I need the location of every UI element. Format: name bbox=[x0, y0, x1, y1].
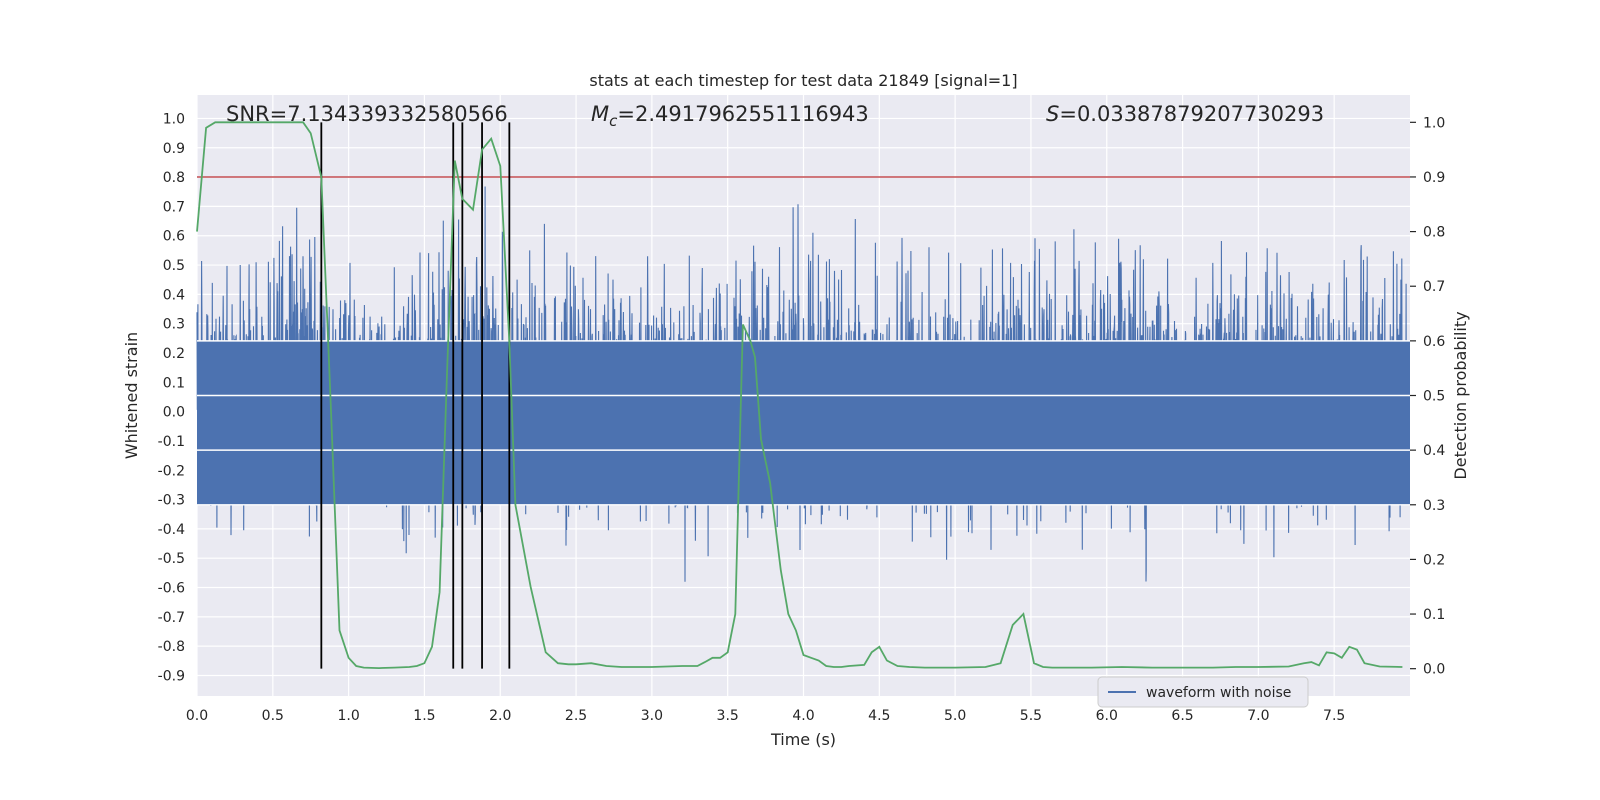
y2-tick-label: 1.0 bbox=[1423, 115, 1445, 131]
x-tick-label: 3.0 bbox=[641, 708, 663, 724]
x-tick-label: 7.5 bbox=[1323, 708, 1345, 724]
s-symbol: S bbox=[1046, 102, 1059, 126]
y2-tick-label: 0.6 bbox=[1423, 334, 1445, 350]
y2-tick-label: 0.5 bbox=[1423, 389, 1445, 405]
x-tick-label: 0.0 bbox=[186, 708, 208, 724]
s-value: =0.03387879207730293 bbox=[1059, 102, 1324, 126]
y-tick-label: 0.2 bbox=[163, 346, 185, 362]
mc-value: =2.4917962551116943 bbox=[617, 102, 868, 126]
x-tick-label: 3.5 bbox=[717, 708, 739, 724]
mc-subscript: c bbox=[609, 112, 618, 130]
y2-tick-label: 0.4 bbox=[1423, 443, 1445, 459]
legend-box bbox=[1097, 676, 1309, 708]
y-tick-label: 0.5 bbox=[163, 258, 185, 274]
chart-title: stats at each timestep for test data 218… bbox=[589, 71, 1017, 90]
y-tick-label: 0.8 bbox=[163, 170, 185, 186]
waveform-series bbox=[196, 186, 1410, 582]
s-annotation: S=0.03387879207730293 bbox=[1046, 102, 1324, 126]
mc-symbol: M bbox=[591, 102, 609, 126]
y-tick-label: 0.9 bbox=[163, 141, 185, 157]
y2-tick-label: 0.3 bbox=[1423, 498, 1445, 514]
y2-tick-label: 0.1 bbox=[1423, 607, 1445, 623]
axes: 0.0 0.5 1.0 1.5 2.0 2.5 3.0 3.5 4.0 4.5 5.0 5.5 6.0 6… bbox=[158, 111, 1446, 724]
x-axis-label: Time (s) bbox=[770, 730, 836, 749]
legend: waveform with noise bbox=[1097, 676, 1309, 708]
y2-tick-label: 0.2 bbox=[1423, 552, 1445, 568]
probability-series-group bbox=[196, 121, 1403, 670]
legend-label: waveform with noise bbox=[1146, 685, 1291, 701]
x-tick-label: 6.0 bbox=[1096, 708, 1118, 724]
y2-tick-label: 0.0 bbox=[1423, 662, 1445, 678]
x-tick-label: 5.0 bbox=[944, 708, 966, 724]
x-tick-label: 1.0 bbox=[337, 708, 359, 724]
y-tick-label: 0.6 bbox=[163, 229, 185, 245]
y-tick-label: 0.0 bbox=[163, 405, 185, 421]
y-tick-label: 0.1 bbox=[163, 375, 185, 391]
x-tick-label: 4.5 bbox=[868, 708, 890, 724]
y-tick-label: -0.2 bbox=[158, 463, 185, 479]
y-tick-label: -0.4 bbox=[158, 522, 185, 538]
x-tick-label: 7.0 bbox=[1247, 708, 1269, 724]
y2-tick-label: 0.8 bbox=[1423, 225, 1445, 241]
y-tick-label: -0.8 bbox=[158, 639, 185, 655]
y-tick-label: 1.0 bbox=[163, 111, 185, 127]
y-tick-label: -0.1 bbox=[158, 434, 185, 450]
y-tick-label: -0.7 bbox=[158, 610, 185, 626]
x-tick-label: 1.5 bbox=[413, 708, 435, 724]
x-tick-label: 6.5 bbox=[1171, 708, 1193, 724]
x-tick-label: 4.0 bbox=[792, 708, 814, 724]
y2-axis-label: Detection probability bbox=[1451, 311, 1470, 479]
waveform-core bbox=[197, 341, 1410, 506]
y-tick-label: 0.3 bbox=[163, 317, 185, 333]
x-tick-label: 2.0 bbox=[489, 708, 511, 724]
x-tick-label: 0.5 bbox=[262, 708, 284, 724]
y-tick-label: -0.9 bbox=[158, 668, 185, 684]
y-tick-label: -0.6 bbox=[158, 581, 185, 597]
mc-annotation: Mc=2.4917962551116943 bbox=[591, 102, 869, 130]
y-tick-label: -0.3 bbox=[158, 493, 185, 509]
y-axis-label: Whitened strain bbox=[122, 332, 141, 459]
probability-line bbox=[196, 121, 1403, 670]
snr-annotation: SNR=7.134339332580566 bbox=[226, 102, 508, 126]
x-tick-label: 2.5 bbox=[565, 708, 587, 724]
y2-tick-label: 0.9 bbox=[1423, 170, 1445, 186]
y-tick-label: 0.4 bbox=[163, 287, 185, 303]
x-tick-label: 5.5 bbox=[1020, 708, 1042, 724]
y-tick-label: -0.5 bbox=[158, 551, 185, 567]
y-tick-label: 0.7 bbox=[163, 199, 185, 215]
y2-tick-label: 0.7 bbox=[1423, 279, 1445, 295]
